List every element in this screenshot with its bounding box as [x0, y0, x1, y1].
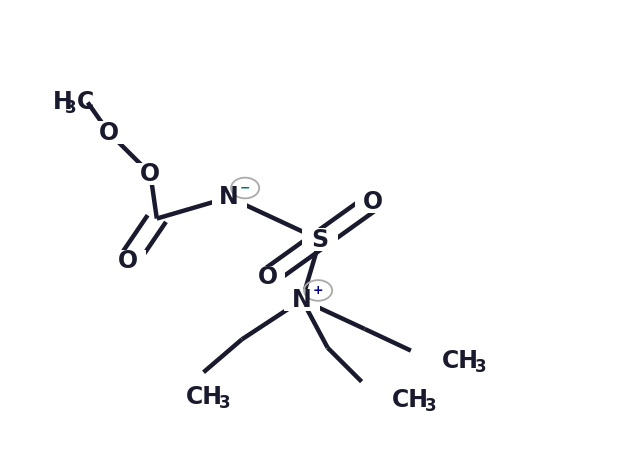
- FancyBboxPatch shape: [302, 228, 338, 251]
- Text: CH: CH: [442, 349, 479, 373]
- Text: O: O: [257, 265, 278, 290]
- FancyBboxPatch shape: [413, 349, 470, 373]
- Text: −: −: [240, 181, 250, 195]
- FancyBboxPatch shape: [111, 250, 146, 272]
- Text: 3: 3: [219, 394, 230, 412]
- Text: 3: 3: [475, 358, 486, 376]
- FancyBboxPatch shape: [157, 385, 214, 409]
- Text: O: O: [362, 190, 383, 214]
- Text: O: O: [99, 120, 119, 145]
- Text: +: +: [313, 284, 323, 297]
- FancyBboxPatch shape: [133, 163, 168, 185]
- Text: S: S: [312, 227, 328, 252]
- Text: H: H: [52, 90, 72, 115]
- Text: N: N: [220, 185, 239, 210]
- FancyBboxPatch shape: [250, 266, 285, 289]
- FancyBboxPatch shape: [363, 389, 420, 412]
- Text: CH: CH: [392, 388, 429, 413]
- FancyBboxPatch shape: [355, 191, 390, 213]
- FancyBboxPatch shape: [211, 186, 246, 209]
- Text: 3: 3: [425, 397, 436, 415]
- Text: C: C: [77, 90, 94, 115]
- FancyBboxPatch shape: [284, 289, 319, 311]
- FancyBboxPatch shape: [92, 121, 127, 144]
- Text: O: O: [118, 249, 138, 273]
- Text: O: O: [140, 162, 161, 186]
- Text: CH: CH: [186, 385, 223, 409]
- Text: 3: 3: [65, 99, 77, 117]
- Text: N: N: [292, 288, 312, 312]
